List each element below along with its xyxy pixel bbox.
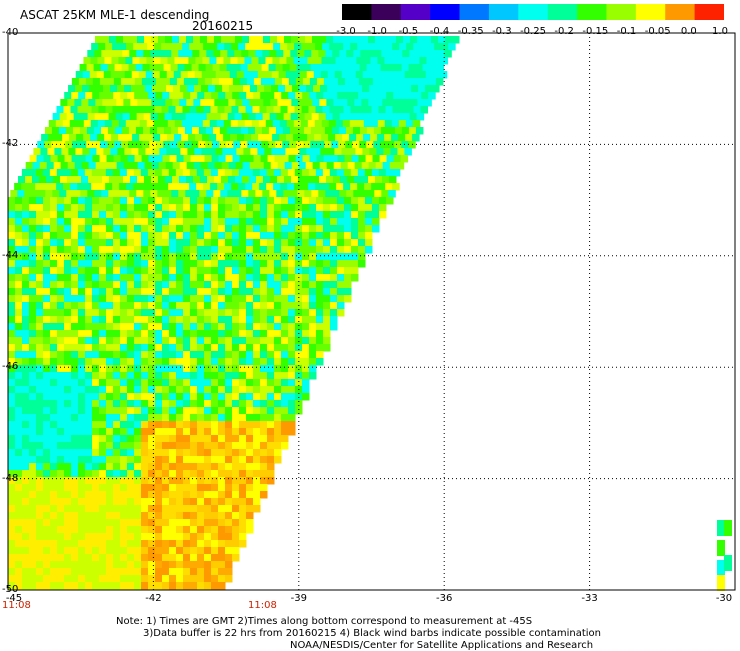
- lon-tick-label: -39: [290, 593, 307, 604]
- map-date: 20160215: [192, 19, 254, 33]
- lat-tick-label: -46: [2, 361, 19, 373]
- lat-tick-label: -48: [2, 472, 19, 484]
- colorbar-swatch: [430, 4, 461, 20]
- colorbar-swatch: [400, 4, 431, 20]
- colorbar-swatch: [459, 4, 490, 20]
- colorbar-label: -0.05: [644, 26, 671, 37]
- colorbar-swatch: [518, 4, 549, 20]
- swath-data: [8, 36, 732, 591]
- colorbar-label: -0.3: [492, 26, 512, 37]
- colorbar-label: -1.0: [367, 26, 387, 37]
- note-line-3: NOAA/NESDIS/Center for Satellite Applica…: [290, 640, 594, 651]
- colorbar-label: 0.0: [680, 26, 697, 37]
- map-title: ASCAT 25KM MLE-1 descending: [20, 8, 210, 22]
- colorbar-label: -0.2: [554, 26, 574, 37]
- colorbar-swatch: [694, 4, 724, 20]
- colorbar-swatch: [342, 4, 372, 20]
- graticule: [8, 33, 735, 590]
- note-line-2: 3)Data buffer is 22 hrs from 20160215 4)…: [143, 628, 601, 639]
- lat-tick-label: -44: [2, 249, 19, 261]
- colorbar-swatch: [488, 4, 519, 20]
- lon-tick-label: -45: [5, 593, 23, 604]
- colorbar-label: -0.35: [457, 26, 484, 37]
- colorbar-swatch: [635, 4, 666, 20]
- colorbar-swatch: [547, 4, 578, 20]
- lat-tick-label: -50: [2, 584, 19, 595]
- colorbar-label: -0.5: [398, 26, 419, 37]
- lat-tick-label: -40: [2, 27, 19, 38]
- colorbar-label: -0.4: [429, 26, 450, 37]
- colorbar-label: -3.0: [336, 26, 356, 37]
- lon-tick-label: -36: [436, 593, 453, 604]
- time-label-left: 11:08: [2, 600, 31, 611]
- colorbar-swatch: [371, 4, 402, 20]
- colorbar-label: -0.1: [616, 26, 637, 37]
- lon-tick-label: -42: [145, 593, 162, 604]
- map-frame: [7, 32, 736, 591]
- lon-tick-label: -33: [581, 593, 598, 604]
- colorbar-label: -0.15: [582, 26, 609, 37]
- colorbar: [342, 4, 724, 20]
- colorbar-label: -0.25: [520, 26, 546, 37]
- time-label-mid: 11:08: [248, 600, 277, 611]
- note-line-1: Note: 1) Times are GMT 2)Times along bot…: [116, 616, 533, 627]
- colorbar-swatch: [577, 4, 607, 20]
- lon-tick-label: -30: [715, 593, 733, 604]
- colorbar-swatch: [665, 4, 696, 20]
- colorbar-swatch: [606, 4, 637, 20]
- lat-tick-label: -42: [2, 138, 19, 150]
- colorbar-label: 1.0: [712, 26, 728, 37]
